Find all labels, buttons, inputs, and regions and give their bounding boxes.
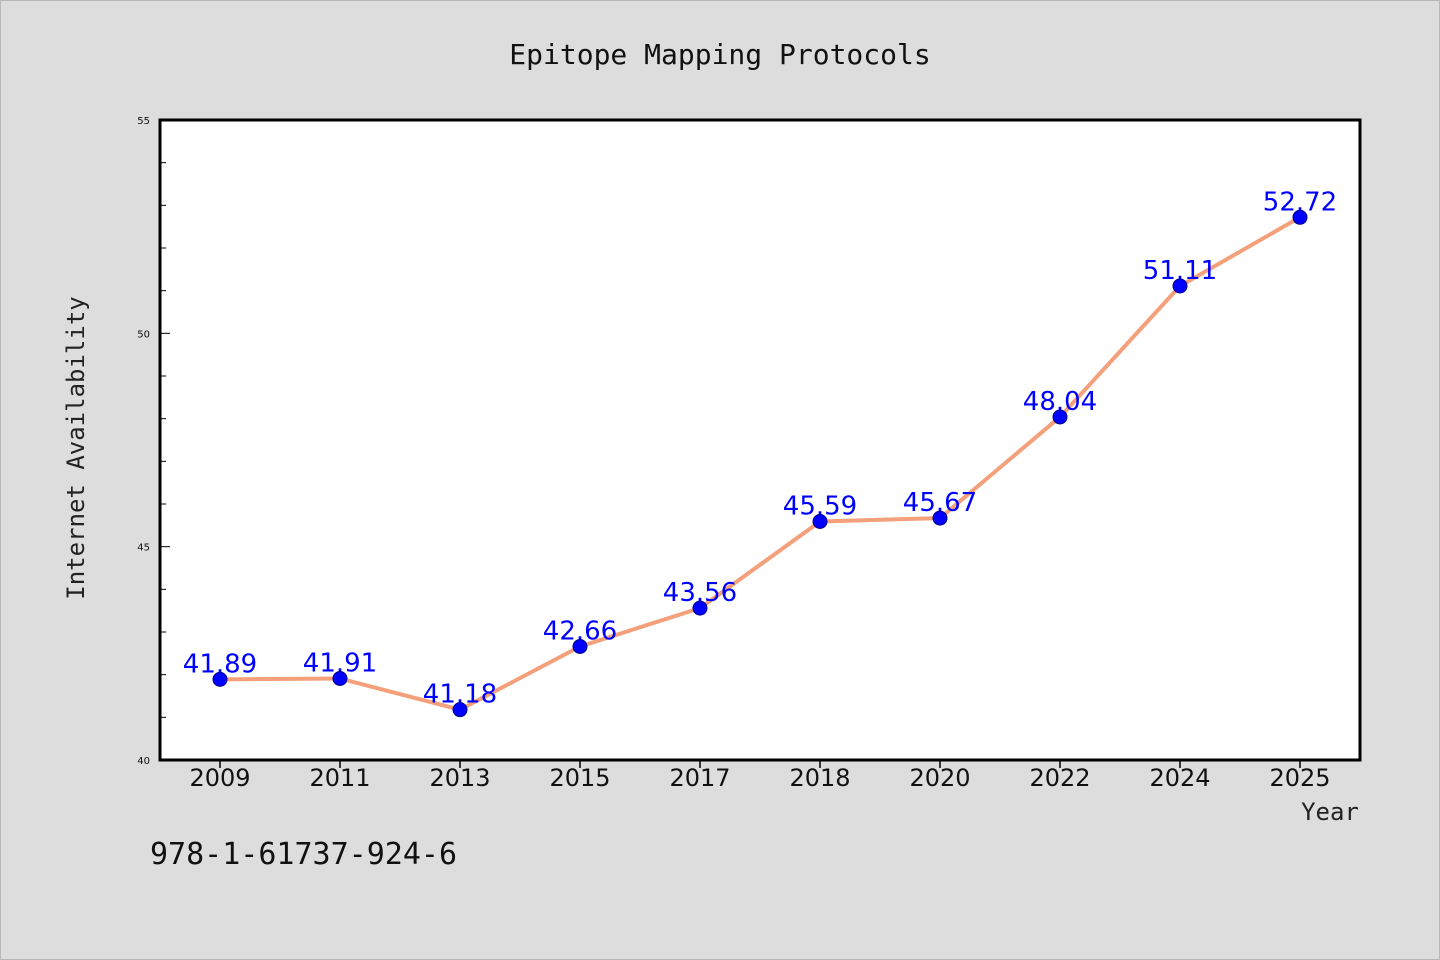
data-point bbox=[812, 513, 828, 529]
x-tick-label: 2022 bbox=[1029, 764, 1090, 792]
data-label: 48.04 bbox=[1023, 387, 1097, 417]
data-label: 42.66 bbox=[543, 617, 617, 647]
data-point bbox=[212, 671, 228, 687]
data-label: 45.59 bbox=[783, 491, 857, 521]
isbn-label: 978-1-61737-924-6 bbox=[150, 837, 457, 872]
x-axis-title: Year bbox=[1301, 798, 1359, 826]
data-point bbox=[692, 600, 708, 616]
x-tick-label: 2024 bbox=[1149, 764, 1210, 792]
data-label: 51.11 bbox=[1143, 256, 1217, 286]
data-label: 41.18 bbox=[423, 680, 497, 710]
y-tick-label: 45 bbox=[137, 543, 150, 554]
data-point bbox=[332, 671, 348, 687]
data-point bbox=[1172, 278, 1188, 294]
y-tick-label: 55 bbox=[137, 116, 150, 127]
data-point bbox=[1292, 209, 1308, 225]
series-line bbox=[218, 215, 1302, 712]
data-label: 43.56 bbox=[663, 578, 737, 608]
x-tick-label: 2015 bbox=[549, 764, 610, 792]
data-label: 52.72 bbox=[1263, 187, 1337, 217]
chart-title: Epitope Mapping Protocols bbox=[509, 38, 930, 71]
x-tick-label: 2013 bbox=[429, 764, 490, 792]
data-label: 41.91 bbox=[303, 649, 377, 679]
series-group: 41.89 41.91 41.18 42.66 43.56 45.59 45.67 48.04… bbox=[183, 187, 1337, 718]
x-tick-label: 2011 bbox=[309, 764, 370, 792]
x-axis-ticks: 2009 2011 2013 2015 2017 2018 2020 2022 2024 2025 bbox=[189, 760, 1331, 792]
plot-border bbox=[158, 118, 1362, 762]
data-point bbox=[452, 702, 468, 718]
x-tick-label: 2017 bbox=[669, 764, 730, 792]
x-tick-label: 2018 bbox=[789, 764, 850, 792]
y-axis-title: Internet Availability bbox=[62, 296, 90, 599]
x-tick-label: 2009 bbox=[189, 764, 250, 792]
x-tick-label: 2020 bbox=[909, 764, 970, 792]
data-point bbox=[572, 639, 588, 655]
data-label: 41.89 bbox=[183, 649, 257, 679]
data-label: 45.67 bbox=[903, 488, 977, 518]
y-tick-label: 40 bbox=[137, 756, 150, 767]
x-tick-label: 2025 bbox=[1269, 764, 1330, 792]
y-tick-label: 50 bbox=[137, 329, 150, 340]
plot-area bbox=[160, 120, 1360, 760]
data-point bbox=[932, 510, 948, 526]
data-point bbox=[1052, 409, 1068, 425]
